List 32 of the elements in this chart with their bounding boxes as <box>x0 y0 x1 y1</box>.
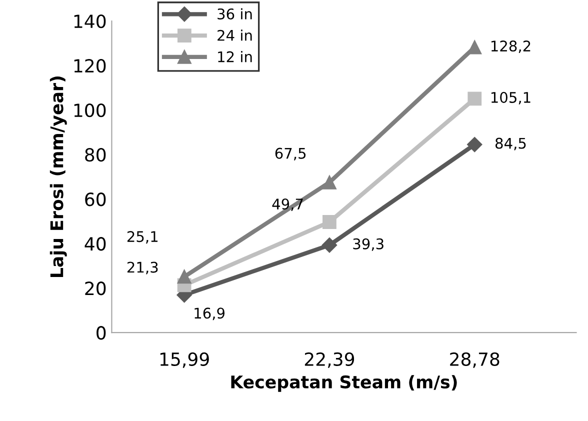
y-axis-title: Laju Erosi (mm/year) <box>50 76 67 278</box>
y-tick-label: 80 <box>85 148 106 162</box>
y-tick-label: 120 <box>74 59 106 73</box>
data-label: 128,2 <box>491 40 530 54</box>
data-label: 39,3 <box>353 238 384 251</box>
y-tick-label: 20 <box>85 282 106 296</box>
point <box>322 238 338 253</box>
data-label: 84,5 <box>495 138 526 150</box>
data-label: 25,1 <box>127 231 158 244</box>
y-tick-label: 140 <box>74 14 106 28</box>
y-tick-label: 0 <box>96 326 106 340</box>
point <box>322 215 336 229</box>
data-label: 105,1 <box>491 92 530 104</box>
point <box>177 270 192 284</box>
y-tick-label: 40 <box>84 237 106 251</box>
y-tick-label: 100 <box>74 104 106 118</box>
data-label: 16,9 <box>194 308 225 320</box>
x-tick-label: 15,99 <box>160 352 209 368</box>
data-label: 49,7 <box>272 198 303 212</box>
point <box>322 175 336 190</box>
y-tick-label: 60 <box>85 192 106 206</box>
x-tick-label: 28,78 <box>450 352 500 368</box>
point <box>468 92 482 106</box>
data-label: 67,5 <box>275 148 306 160</box>
legend-label: 12 in <box>218 51 252 62</box>
point <box>468 40 482 54</box>
x-axis-title: Kecepatan Steam (m/s) <box>231 375 457 392</box>
point <box>467 136 482 152</box>
legend-label: 36 in <box>218 8 252 20</box>
data-label: 21,3 <box>127 262 158 274</box>
x-tick-label: 22,39 <box>304 352 354 368</box>
legend-label: 24 in <box>218 30 252 41</box>
